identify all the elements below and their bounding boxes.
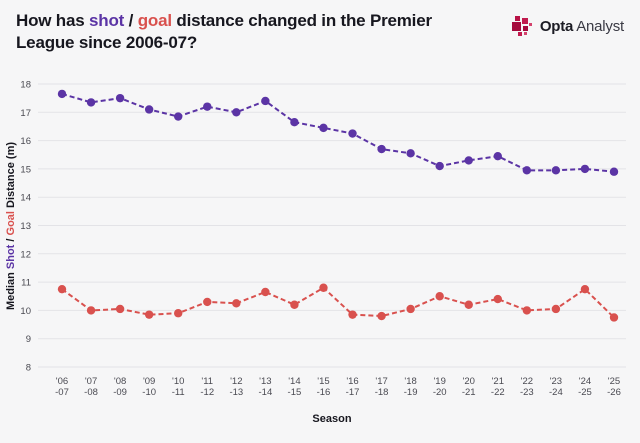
shot-data-point (115, 93, 125, 103)
x-tick-label: '16 -17 (346, 376, 360, 398)
goal-data-point (115, 304, 125, 314)
x-tick-label: '13 -14 (259, 376, 273, 398)
x-tick-label: '15 -16 (317, 376, 331, 398)
shot-data-point (551, 166, 561, 175)
shot-data-point (435, 161, 444, 171)
x-tick-label: '10 -11 (172, 376, 185, 398)
goal-data-point (348, 310, 357, 319)
title-shot-accent: shot (89, 11, 125, 30)
goal-data-point (522, 306, 532, 315)
title-text: How has (16, 11, 90, 30)
x-tick-label: '19 -20 (433, 376, 447, 398)
header: How has shot / goal distance changed in … (0, 0, 640, 58)
shot-data-point (290, 118, 299, 127)
y-tick-label: 17 (20, 108, 31, 119)
goal-data-point (406, 304, 415, 314)
title-separator: / (124, 11, 138, 30)
y-axis-title-sep: / (5, 235, 17, 244)
shot-data-point (319, 123, 328, 133)
title-goal-accent: goal (137, 11, 172, 30)
shot-data-point (609, 167, 619, 176)
y-axis-title-goal: Goal (5, 211, 17, 235)
shot-data-point (522, 166, 532, 175)
x-tick-label: '21 -22 (491, 376, 505, 398)
x-axis-title: Season (312, 413, 351, 425)
goal-data-point (464, 300, 473, 309)
title-text-rest: distance changed in the Premier League s… (16, 11, 432, 52)
goal-data-point (203, 297, 212, 307)
shot-data-point (174, 112, 183, 121)
x-tick-label: '06 -07 (55, 376, 69, 398)
x-tick-label: '20 -21 (462, 376, 476, 398)
shot-data-point (377, 144, 386, 154)
goal-data-point (377, 311, 386, 321)
shot-data-point (580, 164, 590, 174)
x-tick-label: '24 -25 (578, 376, 592, 398)
x-tick-label: '22 -23 (520, 376, 534, 398)
y-tick-label: 9 (26, 334, 31, 345)
x-tick-label: '25 -26 (607, 376, 621, 398)
x-tick-label: '12 -13 (229, 376, 243, 398)
brand-name: Opta Analyst (540, 18, 624, 35)
shot-distance-line (61, 92, 615, 173)
x-tick-label: '23 -24 (549, 376, 563, 398)
page-title: How has shot / goal distance changed in … (16, 10, 456, 54)
chart-container: 8 9 10 11 12 13 14 15 16 17 18 '06 -07'07 -08'08 -09 '… (0, 58, 640, 443)
goal-data-point (551, 304, 561, 314)
y-tick-label: 14 (20, 193, 31, 204)
y-axis-tick-labels: 8 9 10 11 12 13 14 15 16 17 18 (20, 80, 31, 374)
x-tick-label: '07 -08 (84, 376, 98, 398)
shot-data-point (144, 105, 154, 114)
x-tick-label: '09 -10 (142, 376, 156, 398)
goal-data-point (174, 309, 183, 318)
goal-data-point (290, 300, 299, 309)
goal-data-point (609, 313, 619, 322)
goal-data-point (232, 299, 241, 308)
y-tick-label: 13 (20, 221, 31, 232)
shot-data-point (86, 98, 96, 107)
shot-data-point (261, 96, 270, 106)
x-tick-label: '08 -09 (113, 376, 127, 398)
y-tick-label: 18 (20, 80, 31, 91)
gridlines (38, 83, 626, 368)
goal-data-point (57, 284, 67, 294)
goal-data-point (319, 283, 328, 292)
brand-primary: Opta (539, 17, 574, 35)
goal-data-point (580, 284, 590, 294)
shot-data-point (464, 156, 473, 165)
x-axis-tick-labels: '06 -07 '07 -08 '08 -09 '09 -10 '10 -11 '11 -12 '12-… (55, 376, 621, 398)
y-tick-label: 15 (20, 164, 31, 175)
x-tick-label: '11 -12 (200, 376, 214, 398)
brand-secondary: Analyst (576, 17, 624, 35)
y-axis-title-post: Distance (m) (5, 142, 17, 211)
x-tick-label: '14 -15 (288, 376, 302, 398)
data-series (57, 89, 619, 322)
goal-data-point (435, 292, 444, 301)
goal-data-point (86, 306, 96, 315)
y-tick-label: 10 (20, 306, 31, 317)
y-tick-label: 8 (26, 363, 31, 374)
shot-data-point (232, 108, 241, 117)
goal-distance-line (61, 286, 615, 319)
goal-data-point (144, 310, 154, 319)
shot-data-point (493, 151, 502, 161)
shot-data-point (57, 89, 67, 99)
goal-data-point (493, 294, 502, 304)
shot-data-point (203, 102, 212, 111)
y-axis-title: Median Shot / Goal Distance (m) (5, 142, 17, 310)
y-axis-title-shot: Shot (5, 244, 17, 269)
y-axis-title-pre: Median (5, 269, 17, 310)
brand: Opta Analyst (511, 15, 624, 37)
opta-logo-icon (511, 16, 532, 36)
x-tick-label: '18 -19 (404, 376, 418, 398)
y-tick-label: 12 (20, 249, 31, 260)
y-tick-label: 11 (21, 278, 31, 289)
y-tick-label: 16 (20, 136, 31, 147)
x-tick-label: '17 -18 (375, 376, 389, 398)
goal-data-point (261, 287, 270, 297)
shot-data-point (406, 149, 415, 158)
shot-data-point (348, 129, 357, 138)
